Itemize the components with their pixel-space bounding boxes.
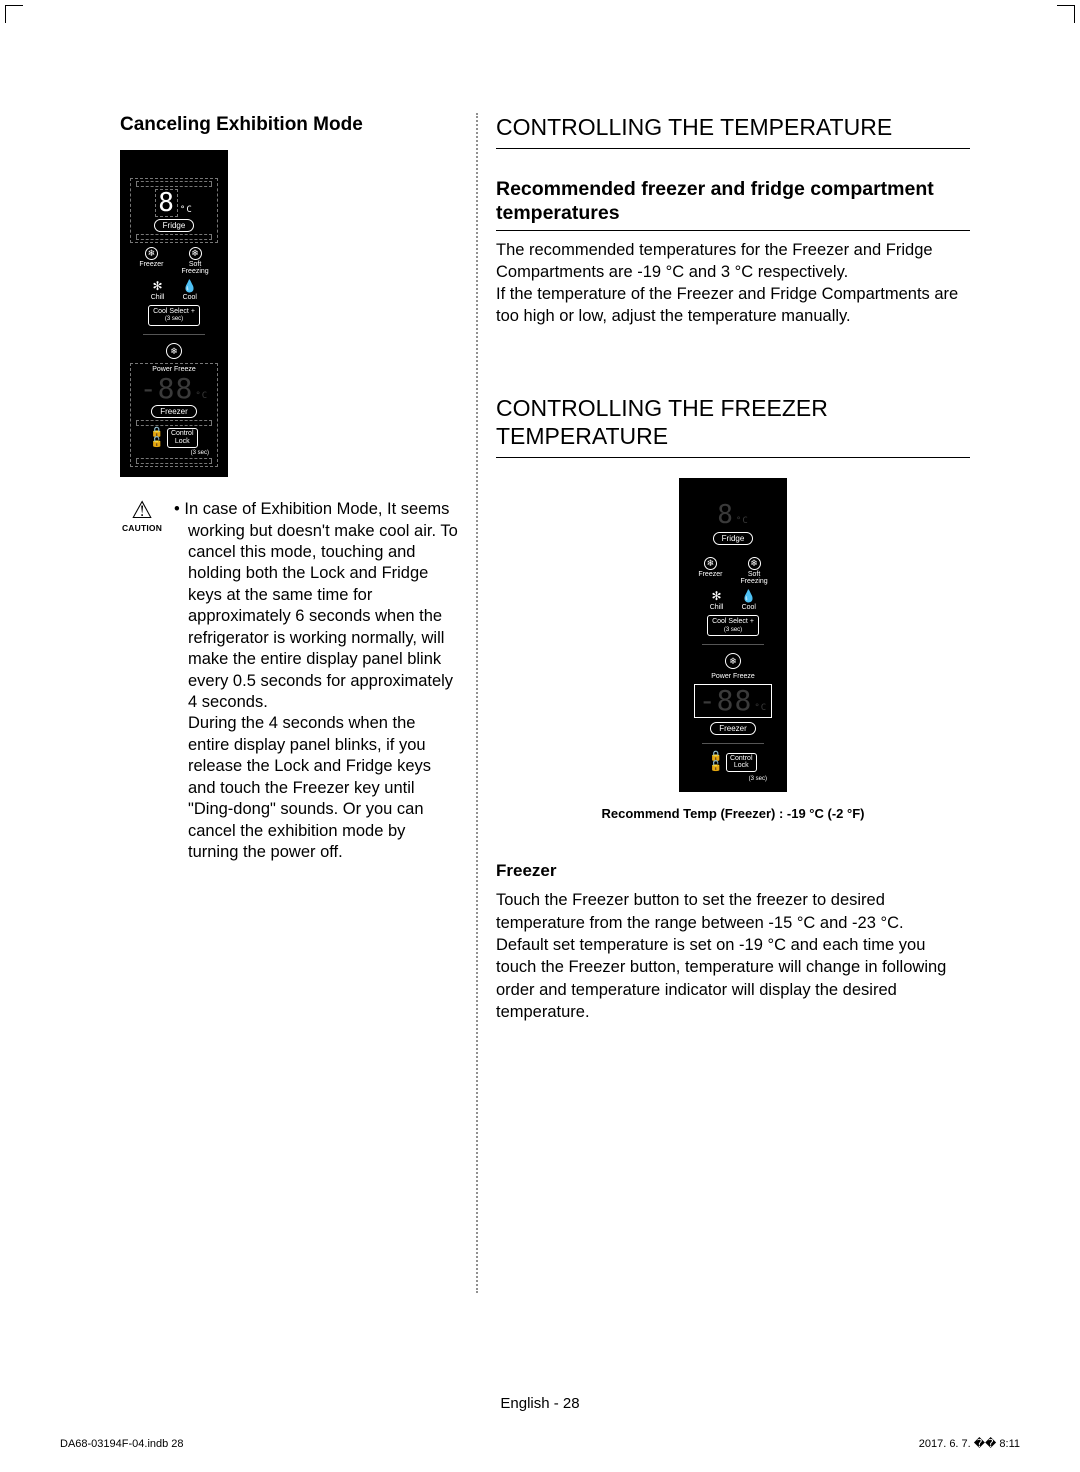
page-footer: English - 28: [0, 1395, 1080, 1412]
lock-row: 🔒 🔓 Control Lock: [150, 428, 197, 448]
freezer-mode-icon: ❄: [145, 247, 158, 260]
freezer-display-block: Power Freeze -88 °C Freezer 🔒 🔓: [130, 363, 218, 467]
fridge-temp-display: 8 °C: [155, 189, 193, 217]
control-lock-sub: (3 sec): [191, 450, 209, 456]
mode-icons-row-2: ✻Chill 💧Cool: [130, 279, 218, 301]
control-panel-figure-left: 8 °C Fridge ❄Freezer ❄Soft Freezing ✻Chi…: [120, 150, 458, 477]
caution-label: CAUTION: [120, 523, 164, 533]
caution-block: ⚠ CAUTION • In case of Exhibition Mode, …: [120, 499, 458, 863]
recommended-temps-text: The recommended temperatures for the Fre…: [496, 239, 970, 328]
temp-unit: °C: [180, 206, 193, 215]
control-panel-figure-right: 8 °C Fridge ❄Freezer ❄Soft Freezing ✻Chi…: [496, 478, 970, 792]
soft-freezing-icon: ❄: [189, 247, 202, 260]
cool-select-button[interactable]: Cool Select + (3 sec): [707, 615, 759, 636]
freezer-subheading: Freezer: [496, 861, 970, 881]
lock-row: 🔒 🔓 Control Lock: [709, 752, 756, 772]
crop-mark: [1057, 5, 1075, 23]
panel-divider: [702, 644, 764, 645]
fridge-button[interactable]: Fridge: [713, 532, 754, 545]
mode-icons-row-1: ❄Freezer ❄Soft Freezing: [130, 247, 218, 275]
caution-bullet: • In case of Exhibition Mode, It seems w…: [174, 499, 458, 713]
power-freeze-label: Power Freeze: [711, 673, 755, 680]
control-panel: 8 °C Fridge ❄Freezer ❄Soft Freezing ✻Chi…: [679, 478, 787, 792]
crop-mark: [5, 5, 23, 23]
freezer-temp-box: -88 °C: [694, 684, 772, 718]
left-column: Canceling Exhibition Mode 8 °C Fridge: [120, 113, 476, 1293]
recommended-freezer-temp-line: Recommend Temp (Freezer) : -19 °C (-2 °F…: [496, 806, 970, 821]
caution-icon: ⚠: [120, 499, 164, 523]
freezer-button[interactable]: Freezer: [151, 405, 197, 418]
freezer-mode-icon: ❄: [704, 557, 717, 570]
freezer-temp-value: -88: [140, 375, 194, 403]
doc-meta-right: 2017. 6. 7. �� 8:11: [919, 1437, 1020, 1450]
mode-icons-row-2: ✻Chill 💧Cool: [689, 589, 777, 611]
lock-open-icon: 🔓: [709, 762, 721, 772]
panel-divider: [702, 743, 764, 744]
fridge-temp-display: 8 °C: [717, 502, 749, 528]
caution-icon-column: ⚠ CAUTION: [120, 499, 164, 533]
control-lock-sub: (3 sec): [749, 776, 767, 782]
two-column-layout: Canceling Exhibition Mode 8 °C Fridge: [120, 113, 970, 1293]
power-freeze-icon: ❄: [725, 653, 741, 669]
control-panel: 8 °C Fridge ❄Freezer ❄Soft Freezing ✻Chi…: [120, 150, 228, 477]
doc-meta-left: DA68-03194F-04.indb 28: [60, 1438, 184, 1450]
control-lock-button[interactable]: Control Lock: [167, 428, 198, 447]
freezer-temp-display: -88 °C: [140, 375, 208, 403]
freezer-button[interactable]: Freezer: [710, 722, 756, 735]
section-controlling-freezer: CONTROLLING THE FREEZER TEMPERATURE: [496, 394, 970, 459]
cool-icon: 💧: [182, 279, 197, 293]
caution-text: • In case of Exhibition Mode, It seems w…: [174, 499, 458, 863]
freezer-temp-display: -88 °C: [699, 687, 767, 715]
chill-icon: ✻: [711, 589, 721, 603]
right-column: CONTROLLING THE TEMPERATURE Recommended …: [476, 113, 970, 1293]
mode-icons-row-1: ❄Freezer ❄Soft Freezing: [689, 557, 777, 585]
freezer-temp-value: -88: [699, 687, 753, 715]
panel-divider: [143, 334, 205, 335]
fridge-display-block: 8 °C Fridge: [130, 178, 218, 243]
chill-icon: ✻: [152, 279, 162, 293]
soft-freezing-icon: ❄: [748, 557, 761, 570]
fridge-temp-value: 8: [158, 188, 175, 218]
section-controlling-temperature: CONTROLLING THE TEMPERATURE: [496, 113, 970, 149]
subsection-recommended-temps: Recommended freezer and fridge compartme…: [496, 177, 970, 231]
lock-open-icon: 🔓: [150, 438, 162, 448]
left-heading: Canceling Exhibition Mode: [120, 113, 458, 138]
control-lock-button[interactable]: Control Lock: [726, 753, 757, 772]
fridge-temp-value: 8: [717, 502, 734, 528]
cool-select-button[interactable]: Cool Select + (3 sec): [148, 305, 200, 326]
cool-icon: 💧: [741, 589, 756, 603]
power-freeze-icon: ❄: [166, 343, 182, 359]
caution-bullet-cont: During the 4 seconds when the entire dis…: [174, 713, 458, 863]
fridge-button[interactable]: Fridge: [154, 219, 195, 232]
page-content: Canceling Exhibition Mode 8 °C Fridge: [120, 113, 970, 1363]
freezer-text: Touch the Freezer button to set the free…: [496, 889, 970, 1023]
